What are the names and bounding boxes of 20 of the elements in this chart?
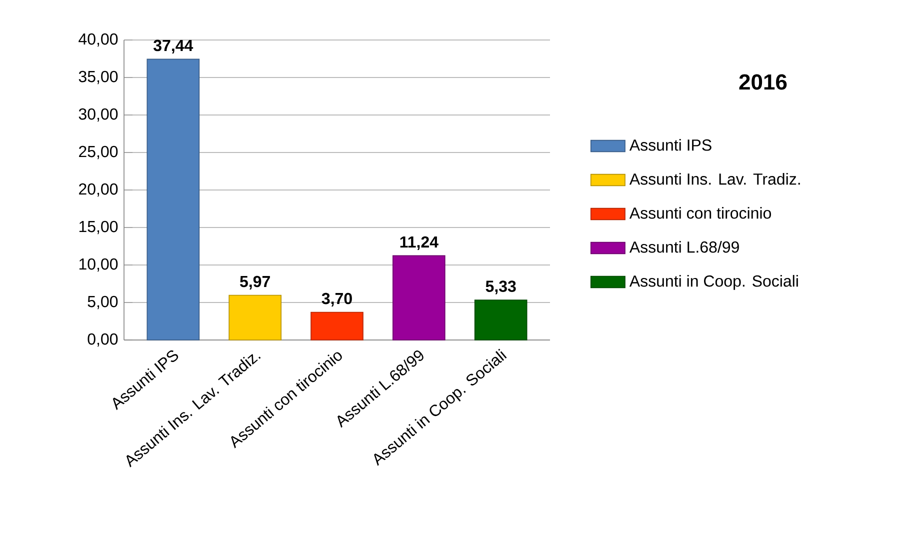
y-tick-label: 25,00 <box>79 146 118 160</box>
data-label: 11,24 <box>400 236 438 250</box>
y-tick-label: 10,00 <box>79 258 118 272</box>
y-tick-label: 5,00 <box>88 296 118 310</box>
legend-label: Assunti Ins. Lav. Tradiz. <box>629 172 800 185</box>
data-label: 5,33 <box>486 280 516 294</box>
y-tick-label: 40,00 <box>78 33 118 47</box>
legend-title: 2016 <box>739 74 787 90</box>
y-tick-label: 30,00 <box>78 108 118 122</box>
legend-label: Assunti con tirocinio <box>629 206 771 219</box>
legend-label: Assunti L.68/99 <box>629 240 739 253</box>
y-tick-label: 35,00 <box>78 70 118 84</box>
data-label: 3,70 <box>322 292 352 307</box>
data-label: 5,97 <box>240 276 270 290</box>
legend-label: Assunti IPS <box>629 138 712 151</box>
y-tick-label: 0,00 <box>88 333 118 347</box>
legend-label: Assunti in Coop. Sociali <box>629 274 798 290</box>
data-label: 37,44 <box>154 40 194 54</box>
y-tick-label: 15,00 <box>79 220 118 234</box>
y-tick-label: 20,00 <box>79 183 118 197</box>
